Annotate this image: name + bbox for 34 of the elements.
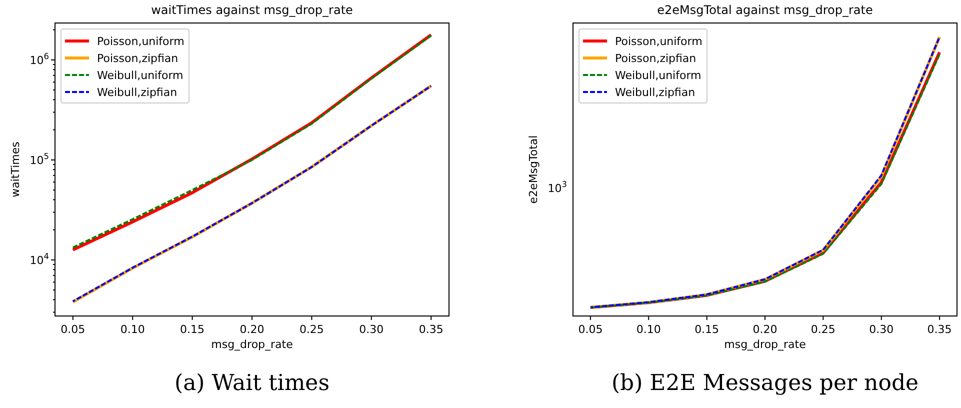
y-axis-title: e2eMsgTotal [527,135,540,204]
y-tick-label: 10$^{5}$ [30,150,49,167]
legend-label: Poisson,zipfian [97,52,178,65]
x-tick-label: 0.15 [694,323,720,336]
legend-label: Weibull,zipfian [615,86,696,99]
x-tick-label: 0.20 [240,323,264,336]
x-tick-label: 0.35 [927,323,952,336]
legend-label: Poisson,uniform [615,35,702,48]
x-tick-label: 0.25 [299,323,324,336]
x-axis-title: msg_drop_rate [724,338,806,351]
text: (a) Wait times [174,371,330,396]
chart-title: e2eMsgTotal against msg_drop_rate [657,3,873,17]
x-tick-label: 0.10 [636,323,661,336]
legend-label: Weibull,uniform [97,69,184,82]
x-tick-label: 0.25 [810,323,836,336]
x-tick-label: 0.35 [418,323,444,336]
y-axis-title: waitTimes [9,141,22,198]
legend-label: Poisson,uniform [97,35,184,48]
text: (b) E2E Messages per node [611,371,919,396]
y-tick-label: 10$^{6}$ [30,50,49,67]
legend-label: Weibull,zipfian [97,86,178,99]
x-tick-label: 0.15 [180,323,205,336]
x-tick-label: 0.30 [359,323,384,336]
y-tick-label: 10$^{4}$ [30,250,49,267]
chart-title: waitTimes against msg_drop_rate [151,3,353,17]
x-tick-label: 0.30 [869,323,894,336]
legend-label: Weibull,uniform [615,69,702,82]
x-axis-title: msg_drop_rate [211,338,294,351]
x-tick-label: 0.05 [578,323,603,336]
x-tick-label: 0.20 [752,323,778,336]
legend-label: Poisson,zipfian [615,52,696,65]
x-tick-label: 0.05 [60,323,86,336]
x-tick-label: 0.10 [120,323,145,336]
text: 10$^{3}$ [548,179,567,195]
